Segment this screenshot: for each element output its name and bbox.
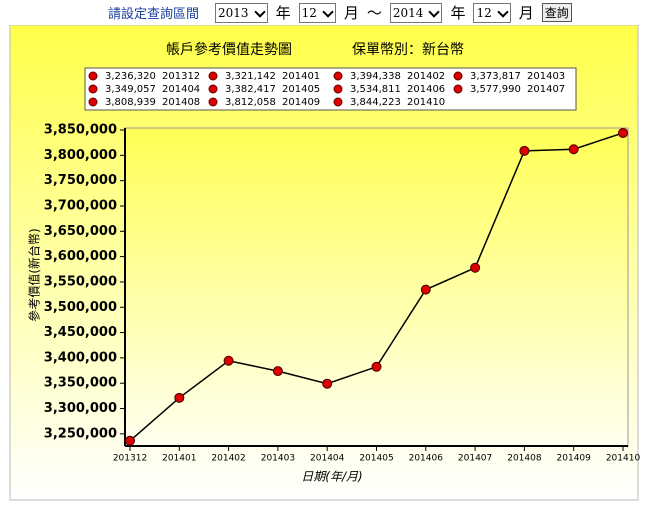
x-tick-label: 201401 [162, 454, 196, 464]
data-point [519, 145, 530, 156]
legend-marker [333, 71, 343, 81]
x-axis-label: 日期(年/月) [301, 470, 362, 484]
chart-subtitle: 保單幣別：新台幣 [352, 42, 464, 58]
y-tick-label: 3,400,000 [44, 350, 117, 365]
x-tick-label: 201312 [113, 454, 147, 464]
data-point [322, 378, 333, 389]
data-point [223, 355, 234, 366]
chart-title: 帳戶參考價值走勢圖 [166, 41, 292, 58]
legend [84, 67, 577, 111]
x-tick-label: 201406 [409, 454, 444, 464]
legend-value: 3,382,417 [225, 84, 276, 95]
data-point [568, 144, 579, 155]
year-unit: 年 [450, 4, 466, 22]
data-point [618, 127, 628, 138]
x-tick-label: 201408 [507, 454, 542, 464]
legend-value: 3,577,990 [470, 84, 521, 95]
legend-marker [88, 71, 98, 81]
legend-category: 201405 [282, 84, 320, 95]
x-tick-label: 201410 [606, 454, 641, 464]
legend-category: 201407 [527, 84, 565, 95]
chart: 帳戶參考價值走勢圖 保單幣別：新台幣 參考價值(新台幣) 日期(年/月) 3,2… [9, 24, 641, 501]
y-tick-label: 3,550,000 [44, 274, 117, 289]
query-label: 請設定查詢區間 [108, 7, 200, 22]
x-tick-label: 201404 [310, 454, 345, 464]
end-month-select[interactable]: 12 [473, 2, 511, 23]
legend-category: 201401 [282, 71, 320, 82]
legend-category: 201409 [282, 97, 320, 108]
legend-value: 3,534,811 [350, 84, 401, 95]
start-month-select[interactable]: 12 [298, 2, 336, 23]
legend-category: 201408 [162, 97, 200, 108]
legend-category: 201404 [162, 84, 200, 95]
legend-category: 201403 [527, 71, 565, 82]
legend-value: 3,349,057 [105, 84, 156, 95]
legend-value: 3,812,058 [225, 97, 276, 108]
legend-category: 201312 [162, 71, 200, 82]
start-year-select[interactable]: 2013 [215, 2, 268, 23]
legend-category: 201402 [407, 71, 445, 82]
legend-category: 201410 [407, 97, 445, 108]
y-tick-label: 3,800,000 [44, 148, 117, 163]
legend-marker [333, 97, 343, 107]
y-tick-label: 3,450,000 [44, 325, 117, 340]
legend-marker [453, 71, 463, 81]
y-tick-label: 3,350,000 [44, 376, 117, 391]
legend-category: 201406 [407, 84, 445, 95]
end-year-select[interactable]: 2014 [389, 2, 443, 23]
legend-value: 3,808,939 [105, 97, 156, 108]
legend-value: 3,844,223 [350, 97, 401, 108]
x-tick-label: 201402 [211, 454, 245, 464]
y-tick-label: 3,300,000 [44, 401, 117, 416]
data-point [125, 435, 135, 446]
y-tick-label: 3,700,000 [44, 198, 117, 213]
month-unit: 月 [518, 4, 534, 22]
month-unit: 月 [343, 4, 359, 22]
legend-value: 3,394,338 [350, 71, 401, 82]
y-tick-label: 3,500,000 [44, 300, 117, 315]
query-bar: 請設定查詢區間 2013 年 12 月 ～ 2014 年 12 月 查詢 [0, 0, 648, 25]
legend-value: 3,236,320 [105, 71, 156, 82]
year-unit: 年 [275, 4, 291, 22]
range-separator: ～ [366, 4, 382, 22]
legend-marker [208, 71, 218, 81]
query-button[interactable]: 查詢 [541, 3, 572, 22]
data-point [420, 284, 431, 295]
data-point [470, 262, 481, 273]
data-point [174, 392, 185, 403]
legend-marker [208, 97, 218, 107]
x-tick-label: 201405 [359, 454, 393, 464]
y-axis-label: 參考價值(新台幣) [27, 228, 42, 321]
y-tick-label: 3,650,000 [44, 224, 117, 239]
data-point [272, 366, 283, 377]
y-tick-label: 3,250,000 [44, 426, 117, 441]
y-tick-label: 3,600,000 [44, 249, 117, 264]
x-tick-label: 201409 [557, 454, 592, 464]
legend-marker [208, 84, 218, 94]
legend-marker [88, 84, 98, 94]
x-tick-label: 201403 [261, 454, 295, 464]
legend-value: 3,373,817 [470, 71, 521, 82]
legend-marker [88, 97, 98, 107]
y-tick-label: 3,850,000 [44, 123, 117, 138]
legend-marker [453, 84, 463, 94]
y-tick-label: 3,750,000 [44, 173, 117, 188]
legend-marker [333, 84, 343, 94]
legend-value: 3,321,142 [225, 71, 276, 82]
plot-area [124, 127, 629, 447]
x-tick-label: 201407 [458, 454, 492, 464]
data-point [371, 361, 382, 372]
